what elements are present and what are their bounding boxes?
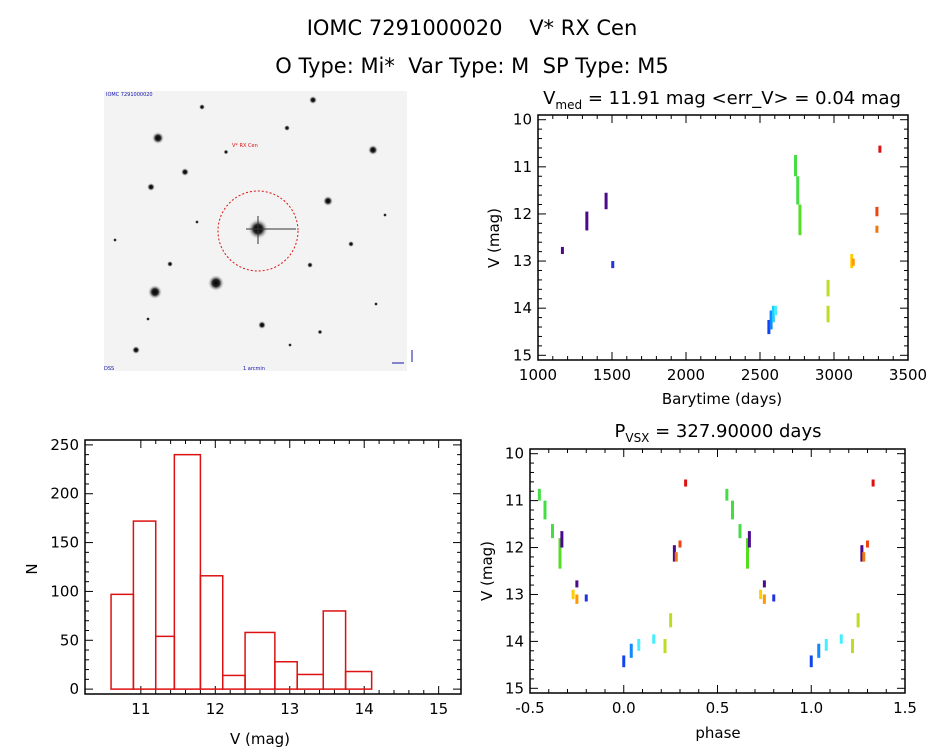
light-curve-xlabel: Barytime (days) xyxy=(662,390,782,408)
figure-title-line2: O Type: Mi* Var Type: M SP Type: M5 xyxy=(275,54,669,78)
x-tick-label: 0.0 xyxy=(612,699,636,717)
y-tick-label: 15 xyxy=(505,679,524,697)
y-tick-label: 13 xyxy=(505,585,524,603)
y-tick-label: 200 xyxy=(50,485,79,503)
histogram-xlabel: V (mag) xyxy=(230,730,290,747)
x-tick-label: 12 xyxy=(206,700,225,718)
light-curve-ylabel: V (mag) xyxy=(485,208,503,268)
star xyxy=(167,261,173,267)
x-tick-label: 15 xyxy=(429,700,448,718)
phased-curve-title-rest: = 327.90000 days xyxy=(649,421,821,442)
y-tick-label: 10 xyxy=(513,111,532,129)
histogram-bar xyxy=(173,453,202,690)
star xyxy=(288,343,292,347)
y-tick-label: 100 xyxy=(50,582,79,600)
star xyxy=(208,275,224,291)
star xyxy=(317,329,323,335)
phased-curve-title-sub: VSX xyxy=(625,431,649,445)
star xyxy=(374,302,378,306)
histogram-bar xyxy=(110,593,135,690)
x-tick-label: -0.5 xyxy=(515,699,544,717)
star-field-image: IOMC 7291000020 V* RX Cen 1 arcmin DSS xyxy=(104,91,413,372)
star xyxy=(132,346,140,354)
target-circle xyxy=(217,190,299,272)
y-tick-label: 15 xyxy=(513,346,532,364)
phased-curve-title-main: P xyxy=(615,421,626,442)
image-source-label: DSS xyxy=(104,366,114,372)
histogram-frame xyxy=(84,439,462,695)
light-curve-frame xyxy=(537,114,909,361)
star xyxy=(323,196,333,206)
histogram-bar xyxy=(296,673,325,690)
star xyxy=(258,321,266,329)
star xyxy=(181,168,189,176)
histogram-ylabel: N xyxy=(23,563,41,574)
histogram-bar xyxy=(274,661,298,690)
star xyxy=(146,317,150,321)
star xyxy=(147,183,155,191)
y-tick-label: 13 xyxy=(513,252,532,270)
y-tick-label: 14 xyxy=(513,299,532,317)
light-curve-panel: Vmed = 11.91 mag <err_V> = 0.04 mag Bary… xyxy=(485,88,927,408)
star xyxy=(307,262,313,268)
phased-curve-frame xyxy=(529,448,906,694)
x-tick-label: 3000 xyxy=(815,366,853,384)
y-tick-label: 50 xyxy=(60,631,79,649)
y-tick-label: 12 xyxy=(513,205,532,223)
figure-title-line1: IOMC 7291000020 V* RX Cen xyxy=(306,16,638,40)
x-tick-label: 1.0 xyxy=(799,699,823,717)
y-tick-label: 10 xyxy=(505,445,524,463)
histogram-bar xyxy=(132,520,157,690)
phased-curve-xlabel: phase xyxy=(695,724,740,742)
star xyxy=(348,241,354,247)
x-tick-label: 2000 xyxy=(667,366,705,384)
image-scale-label: 1 arcmin xyxy=(243,366,265,372)
light-curve-title: Vmed = 11.91 mag <err_V> = 0.04 mag xyxy=(543,88,901,112)
histogram-bar xyxy=(344,670,373,690)
x-tick-label: 0.5 xyxy=(706,699,730,717)
star xyxy=(368,145,378,155)
star xyxy=(113,238,117,242)
star xyxy=(152,132,164,144)
star xyxy=(284,125,290,131)
star xyxy=(383,213,387,217)
star xyxy=(148,285,162,299)
y-tick-label: 150 xyxy=(50,534,79,552)
y-tick-label: 0 xyxy=(69,680,79,698)
y-tick-label: 12 xyxy=(505,539,524,557)
y-tick-label: 11 xyxy=(505,492,524,510)
x-tick-label: 13 xyxy=(280,700,299,718)
y-tick-label: 14 xyxy=(505,632,524,650)
x-tick-label: 11 xyxy=(131,700,150,718)
histogram-bar xyxy=(322,610,347,690)
x-tick-label: 14 xyxy=(355,700,374,718)
image-top-left-label: IOMC 7291000020 xyxy=(106,92,153,98)
light-curve-title-main: V xyxy=(543,88,556,109)
histogram-bar xyxy=(221,674,246,690)
image-target-label: V* RX Cen xyxy=(232,143,258,149)
y-tick-label: 250 xyxy=(50,436,79,454)
x-tick-label: 1500 xyxy=(593,366,631,384)
star xyxy=(195,220,199,224)
histogram-bar xyxy=(154,635,176,690)
histogram-bar xyxy=(199,575,224,690)
phased-curve-ylabel: V (mag) xyxy=(478,541,496,601)
x-tick-label: 2500 xyxy=(741,366,779,384)
x-tick-label: 1.5 xyxy=(893,699,917,717)
star xyxy=(199,104,205,110)
star xyxy=(309,96,317,104)
light-curve-title-sub: med xyxy=(555,98,582,112)
x-tick-label: 3500 xyxy=(889,366,927,384)
light-curve-title-rest: = 11.91 mag <err_V> = 0.04 mag xyxy=(582,88,901,109)
phased-curve-title: PVSX = 327.90000 days xyxy=(615,421,822,445)
x-tick-label: 1000 xyxy=(519,366,557,384)
y-tick-label: 11 xyxy=(513,158,532,176)
histogram-bar xyxy=(244,631,276,690)
star xyxy=(223,149,229,155)
phased-curve-panel: PVSX = 327.90000 days phase V (mag) -0.5… xyxy=(478,421,917,742)
